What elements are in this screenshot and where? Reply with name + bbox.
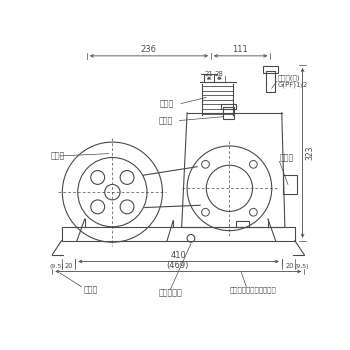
Text: 20: 20 (285, 263, 294, 269)
Bar (262, 66, 278, 73)
Text: ゴム脚: ゴム脚 (84, 286, 98, 294)
Bar (62, 227, 295, 241)
Text: (9.5): (9.5) (294, 264, 309, 268)
Text: 28: 28 (215, 71, 224, 77)
Text: 236: 236 (141, 44, 156, 54)
Text: 給油口: 給油口 (159, 116, 173, 125)
Text: (9.5): (9.5) (50, 264, 64, 268)
Text: 排気弁(口): 排気弁(口) (277, 75, 300, 82)
Text: 20: 20 (65, 263, 74, 269)
Text: サーキットプロテクター: サーキットプロテクター (230, 287, 276, 293)
Bar (284, 175, 297, 194)
Text: 323: 323 (306, 146, 315, 160)
Bar (221, 104, 236, 109)
Text: G(PF)1/2: G(PF)1/2 (277, 82, 307, 88)
Bar (223, 107, 234, 119)
Text: 油面計: 油面計 (280, 153, 294, 162)
Text: (469): (469) (167, 261, 189, 270)
Text: 電動機: 電動機 (51, 152, 65, 160)
Text: 21: 21 (204, 71, 213, 77)
Text: 吸気口: 吸気口 (160, 99, 174, 108)
Text: 111: 111 (232, 44, 248, 54)
Text: 410: 410 (171, 251, 187, 260)
Bar (266, 71, 275, 92)
Text: 電源コード: 電源コード (158, 288, 182, 298)
Bar (236, 220, 250, 227)
